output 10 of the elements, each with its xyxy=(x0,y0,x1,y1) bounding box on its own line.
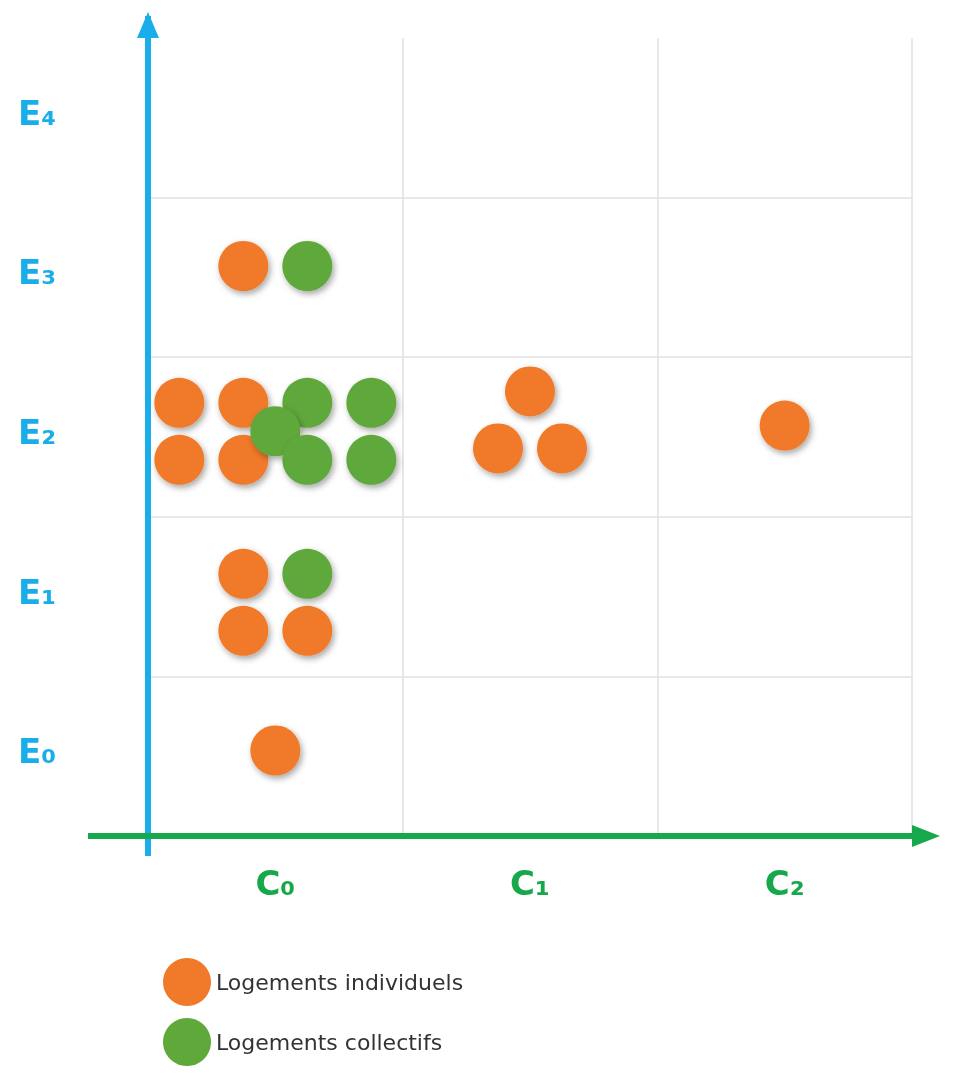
text: E₁ xyxy=(18,571,57,612)
text: E₃ xyxy=(18,252,57,293)
text: E₄ xyxy=(18,92,57,133)
text: E₂ xyxy=(18,412,57,452)
x-tick-label: C₀ xyxy=(255,863,296,903)
legend-label: Logements collectifs xyxy=(216,1029,443,1055)
x-tick-label: C₂ xyxy=(764,863,805,903)
text: E₀ xyxy=(18,731,57,772)
legend-label: Logements individuels xyxy=(216,969,464,995)
x-tick-label: C₁ xyxy=(510,863,550,903)
